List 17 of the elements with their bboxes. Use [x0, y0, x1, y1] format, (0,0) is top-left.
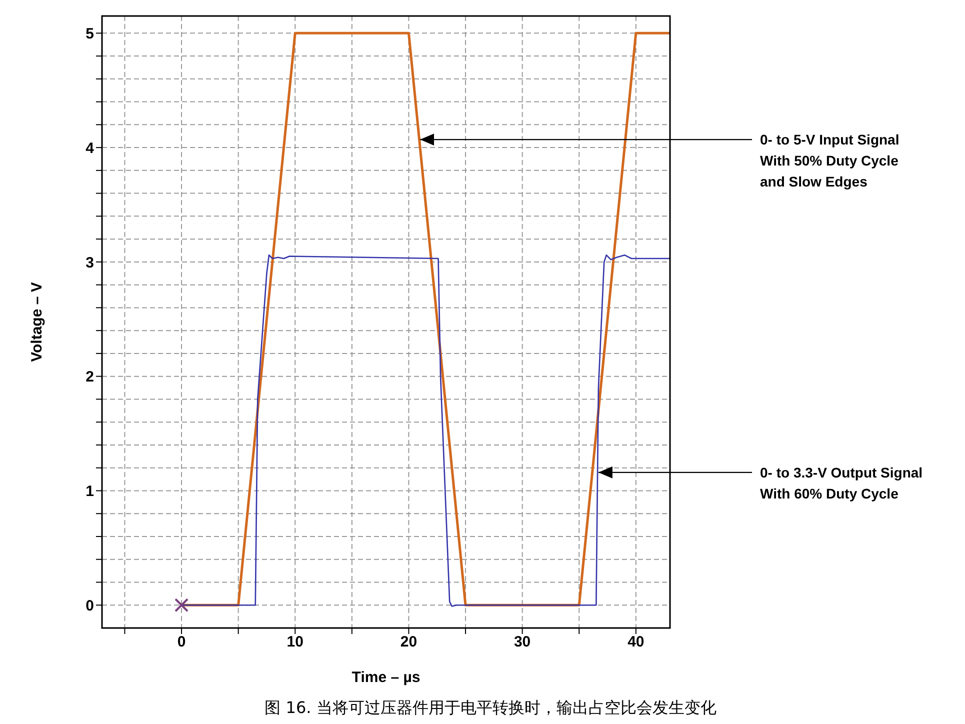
- line-series: [180, 254, 670, 607]
- y-tick-label: 2: [86, 368, 94, 386]
- annotation: 0- to 5-V Input Signal With 50% Duty Cycle and Slow Edges: [760, 132, 900, 190]
- y-tick-label: 3: [86, 254, 94, 272]
- x-tick-label: 20: [400, 634, 418, 651]
- x-axis-title: Time – µs: [352, 669, 420, 686]
- y-tick-label: 1: [86, 483, 94, 500]
- y-tick-label: 5: [86, 25, 94, 42]
- x-tick-label: 10: [286, 634, 304, 651]
- y-tick-label: 4: [86, 140, 95, 157]
- x-tick-label: 40: [628, 634, 644, 651]
- y-tick-label: 0: [86, 597, 94, 614]
- caption: 图 16. 当将可过压器件用于电平转换时，输出占空比会发生变化: [264, 698, 718, 719]
- y-axis-title: Voltage – V: [28, 282, 46, 362]
- annotation: 0- to 3.3-V Output Signal With 60% Duty Cycle: [760, 464, 923, 502]
- x-tick-label: 30: [514, 634, 531, 651]
- x-tick-label: 0: [177, 634, 186, 651]
